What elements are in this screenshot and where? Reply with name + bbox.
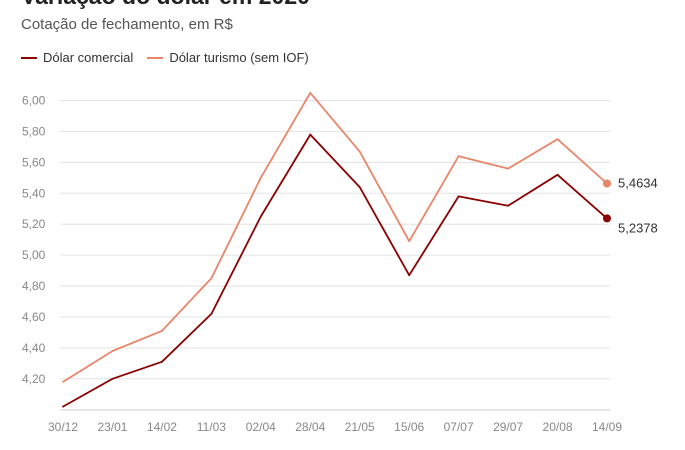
legend: Dólar comercial Dólar turismo (sem IOF) bbox=[21, 50, 309, 65]
y-tick-label: 5,00 bbox=[22, 248, 46, 262]
series-line-1 bbox=[62, 91, 608, 383]
y-tick-label: 4,40 bbox=[22, 341, 46, 355]
data-point bbox=[210, 277, 213, 280]
x-tick-label: 07/07 bbox=[444, 420, 474, 434]
x-tick-label: 20/08 bbox=[543, 420, 573, 434]
legend-label-comercial: Dólar comercial bbox=[43, 50, 134, 65]
y-tick-label: 5,60 bbox=[22, 155, 46, 169]
data-point bbox=[210, 312, 213, 315]
series-end-marker bbox=[603, 214, 611, 223]
series-lines bbox=[62, 91, 611, 408]
data-point bbox=[457, 195, 460, 198]
y-tick-label: 5,80 bbox=[22, 124, 46, 138]
data-point bbox=[259, 176, 262, 179]
legend-item-comercial: Dólar comercial bbox=[21, 50, 133, 65]
x-tick-label: 11/03 bbox=[197, 420, 226, 434]
x-tick-label: 14/09 bbox=[592, 420, 622, 434]
data-point bbox=[507, 204, 509, 207]
y-tick-labels: 4,20 4,40 4,60 4,80 5,00 5,20 5,40 5,60 5,80 6,00 bbox=[22, 94, 46, 386]
chart-subtitle: Cotação de fechamento, em R$ bbox=[21, 16, 233, 33]
data-point bbox=[111, 350, 114, 352]
x-tick-label: 15/06 bbox=[394, 420, 424, 434]
data-point bbox=[111, 377, 114, 380]
legend-label-turismo: Dólar turismo (sem IOF) bbox=[169, 50, 309, 65]
data-point bbox=[556, 173, 559, 176]
data-point bbox=[457, 155, 460, 158]
y-tick-label: 4,20 bbox=[22, 372, 46, 386]
legend-swatch-turismo bbox=[147, 56, 164, 59]
x-tick-label: 02/04 bbox=[246, 420, 276, 434]
chart-title: Variação do dólar em 2020 bbox=[21, 0, 310, 10]
data-point bbox=[358, 150, 361, 153]
x-tick-label: 28/04 bbox=[295, 420, 325, 434]
data-point bbox=[309, 133, 312, 136]
data-point bbox=[507, 167, 509, 170]
data-point bbox=[408, 274, 411, 277]
legend-swatch-comercial bbox=[21, 56, 37, 59]
y-tick-label: 4,80 bbox=[22, 279, 46, 293]
y-tick-label: 4,60 bbox=[22, 310, 46, 324]
x-tick-labels: 30/12 23/01 14/02 11/03 02/04 28/04 21/05 15/06… bbox=[48, 420, 622, 434]
series-end-marker bbox=[603, 179, 611, 188]
y-tick-label: 6,00 bbox=[22, 94, 46, 108]
series-line-0 bbox=[62, 133, 608, 408]
grid-lines bbox=[60, 100, 610, 411]
data-point bbox=[556, 138, 559, 141]
y-tick-label: 5,40 bbox=[22, 186, 46, 200]
x-tick-label: 23/01 bbox=[97, 420, 127, 434]
end-value-label: 5,2378 bbox=[618, 220, 658, 235]
data-point bbox=[259, 215, 262, 218]
data-point bbox=[161, 360, 163, 363]
legend-item-turismo: Dólar turismo (sem IOF) bbox=[147, 50, 309, 65]
data-point bbox=[62, 381, 64, 383]
x-tick-label: 29/07 bbox=[493, 420, 523, 434]
data-point bbox=[62, 405, 64, 408]
data-point bbox=[309, 91, 312, 94]
end-value-label: 5,4634 bbox=[618, 176, 658, 191]
x-tick-label: 14/02 bbox=[147, 420, 177, 434]
end-labels: 5,2378 5,4634 bbox=[618, 176, 658, 236]
y-tick-label: 5,20 bbox=[22, 217, 46, 231]
data-point bbox=[408, 240, 411, 243]
x-tick-label: 21/05 bbox=[345, 420, 375, 434]
x-tick-label: 30/12 bbox=[48, 420, 78, 434]
data-point bbox=[161, 329, 163, 332]
data-point bbox=[358, 186, 361, 189]
